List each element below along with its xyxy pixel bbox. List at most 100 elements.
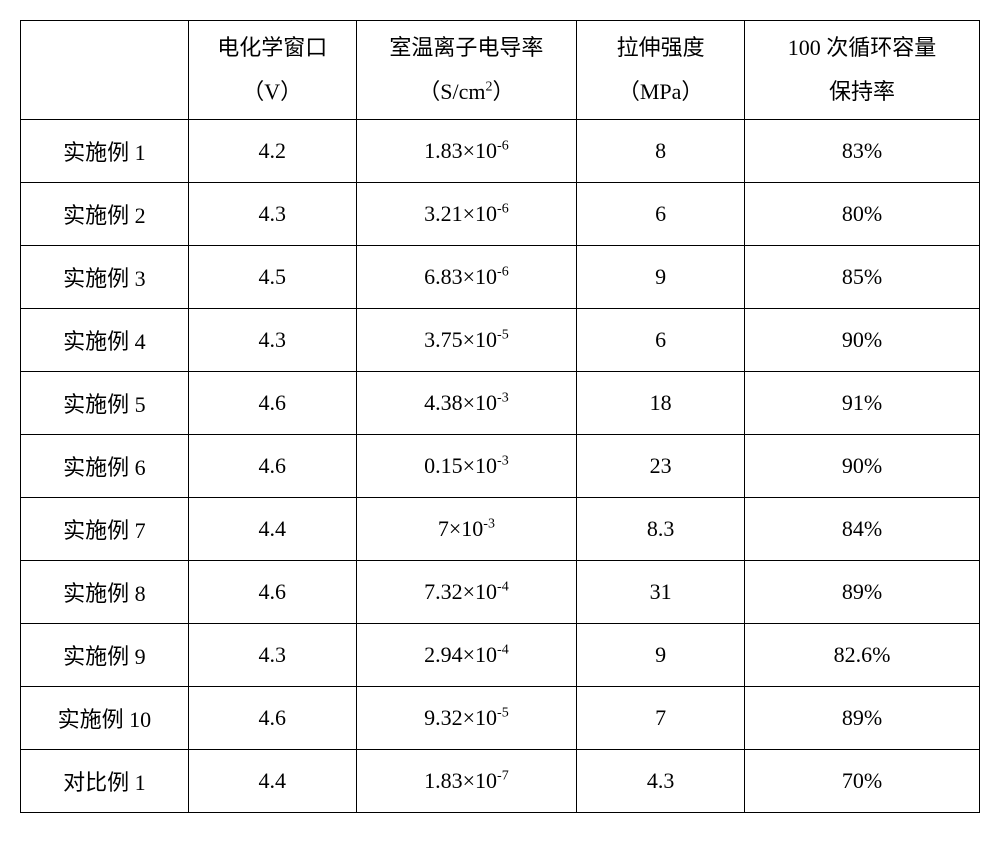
cell-conductivity: 6.83×10-6 [356,246,577,309]
header-line1: 室温离子电导率 [357,26,577,70]
table-row: 实施例 34.56.83×10-6985% [21,246,980,309]
row-label: 实施例 9 [21,624,189,687]
conductivity-exponent: -3 [497,454,509,469]
header-cell-window: 电化学窗口 （V） [188,21,356,120]
row-label: 实施例 5 [21,372,189,435]
conductivity-mantissa: 6.83×10 [424,264,497,289]
header-line2: （MPa） [577,70,744,114]
table-row: 实施例 74.47×10-38.384% [21,498,980,561]
conductivity-mantissa: 3.21×10 [424,201,497,226]
cell-window: 4.6 [188,435,356,498]
conductivity-exponent: -5 [497,328,509,343]
cell-conductivity: 2.94×10-4 [356,624,577,687]
table-row: 对比例 14.41.83×10-74.370% [21,750,980,813]
conductivity-mantissa: 4.38×10 [424,390,497,415]
row-label: 实施例 10 [21,687,189,750]
cell-window: 4.5 [188,246,356,309]
cell-conductivity: 7.32×10-4 [356,561,577,624]
cell-window: 4.3 [188,183,356,246]
cell-tensile: 23 [577,435,745,498]
header-line2: （S/cm2） [357,70,577,114]
conductivity-exponent: -5 [497,706,509,721]
row-label: 对比例 1 [21,750,189,813]
row-label: 实施例 6 [21,435,189,498]
cell-window: 4.3 [188,309,356,372]
header-line2: 保持率 [745,70,979,114]
table-row: 实施例 14.21.83×10-6883% [21,120,980,183]
conductivity-exponent: -7 [497,769,509,784]
cell-window: 4.2 [188,120,356,183]
header-row: 电化学窗口 （V） 室温离子电导率 （S/cm2） 拉伸强度 （MPa） [21,21,980,120]
conductivity-mantissa: 9.32×10 [424,705,497,730]
header-line1: 100 次循环容量 [745,26,979,70]
conductivity-exponent: -4 [497,643,509,658]
conductivity-exponent: -3 [497,391,509,406]
header-cell-tensile: 拉伸强度 （MPa） [577,21,745,120]
cell-tensile: 7 [577,687,745,750]
cell-tensile: 4.3 [577,750,745,813]
table-body: 实施例 14.21.83×10-6883%实施例 24.33.21×10-668… [21,120,980,813]
conductivity-mantissa: 1.83×10 [424,138,497,163]
cell-conductivity: 0.15×10-3 [356,435,577,498]
cell-conductivity: 1.83×10-7 [356,750,577,813]
conductivity-mantissa: 2.94×10 [424,642,497,667]
cell-conductivity: 3.75×10-5 [356,309,577,372]
cell-tensile: 6 [577,183,745,246]
cell-window: 4.4 [188,750,356,813]
row-label: 实施例 3 [21,246,189,309]
row-label: 实施例 8 [21,561,189,624]
cell-window: 4.6 [188,561,356,624]
cell-retention: 80% [745,183,980,246]
table-row: 实施例 84.67.32×10-43189% [21,561,980,624]
table-row: 实施例 64.60.15×10-32390% [21,435,980,498]
row-label: 实施例 7 [21,498,189,561]
cell-window: 4.6 [188,372,356,435]
cell-conductivity: 1.83×10-6 [356,120,577,183]
cell-retention: 85% [745,246,980,309]
cell-retention: 90% [745,435,980,498]
conductivity-mantissa: 7×10 [438,516,483,541]
header-cell-conductivity: 室温离子电导率 （S/cm2） [356,21,577,120]
cell-retention: 91% [745,372,980,435]
cell-tensile: 8 [577,120,745,183]
cell-retention: 84% [745,498,980,561]
cell-retention: 90% [745,309,980,372]
cell-retention: 89% [745,687,980,750]
table-row: 实施例 24.33.21×10-6680% [21,183,980,246]
header-line1: 电化学窗口 [189,26,356,70]
table-row: 实施例 94.32.94×10-4982.6% [21,624,980,687]
conductivity-mantissa: 3.75×10 [424,327,497,352]
cell-tensile: 8.3 [577,498,745,561]
cell-retention: 82.6% [745,624,980,687]
row-label: 实施例 2 [21,183,189,246]
cell-window: 4.3 [188,624,356,687]
conductivity-exponent: -6 [497,202,509,217]
cell-conductivity: 7×10-3 [356,498,577,561]
conductivity-mantissa: 7.32×10 [424,579,497,604]
cell-retention: 89% [745,561,980,624]
cell-tensile: 6 [577,309,745,372]
data-table: 电化学窗口 （V） 室温离子电导率 （S/cm2） 拉伸强度 （MPa） [20,20,980,813]
table-header: 电化学窗口 （V） 室温离子电导率 （S/cm2） 拉伸强度 （MPa） [21,21,980,120]
cell-retention: 70% [745,750,980,813]
table-row: 实施例 104.69.32×10-5789% [21,687,980,750]
cell-conductivity: 3.21×10-6 [356,183,577,246]
conductivity-exponent: -3 [483,517,495,532]
table-row: 实施例 44.33.75×10-5690% [21,309,980,372]
data-table-container: 电化学窗口 （V） 室温离子电导率 （S/cm2） 拉伸强度 （MPa） [20,20,980,813]
cell-window: 4.4 [188,498,356,561]
cell-tensile: 9 [577,624,745,687]
cell-retention: 83% [745,120,980,183]
cell-tensile: 18 [577,372,745,435]
header-line1: 拉伸强度 [577,26,744,70]
row-label: 实施例 1 [21,120,189,183]
cell-window: 4.6 [188,687,356,750]
cell-conductivity: 4.38×10-3 [356,372,577,435]
row-label: 实施例 4 [21,309,189,372]
cell-tensile: 9 [577,246,745,309]
header-cell-retention: 100 次循环容量 保持率 [745,21,980,120]
header-line2: （V） [189,70,356,114]
cell-conductivity: 9.32×10-5 [356,687,577,750]
table-row: 实施例 54.64.38×10-31891% [21,372,980,435]
cell-tensile: 31 [577,561,745,624]
